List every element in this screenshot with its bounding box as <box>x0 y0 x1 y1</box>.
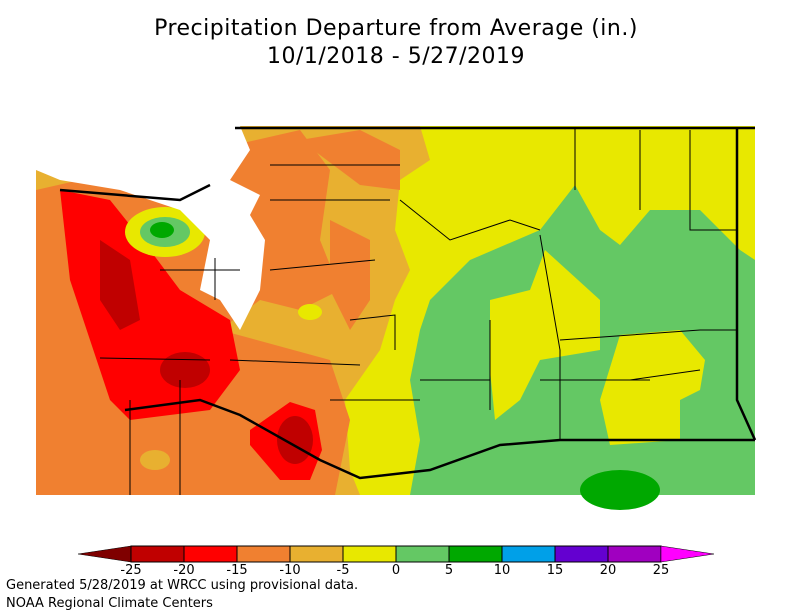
legend-bin-above-25 <box>660 545 715 563</box>
legend-tick: -20 <box>173 563 195 578</box>
legend-bin-below-minus25 <box>77 545 132 563</box>
date-range: 10/1/2018 - 5/27/2019 <box>266 44 526 69</box>
legend-tick: -25 <box>120 563 142 578</box>
legend-tick: -10 <box>279 563 301 578</box>
zone-minus15-central <box>330 220 370 330</box>
legend-tick: -15 <box>226 563 248 578</box>
generated-note: Generated 5/28/2019 at WRCC using provis… <box>6 578 359 593</box>
idaho-border <box>735 128 757 441</box>
legend-tick: -5 <box>336 563 350 578</box>
zone-minus5-spot <box>298 304 322 320</box>
legend-bin <box>448 545 503 563</box>
zone-plus10-se <box>580 470 660 510</box>
zone-minus10-spot <box>140 450 170 470</box>
county-lines <box>99 128 737 495</box>
zone-minus15-north <box>300 130 400 190</box>
legend-tick: 10 <box>493 563 511 578</box>
legend-bin <box>554 545 609 563</box>
legend-tick: 25 <box>652 563 670 578</box>
legend-bin <box>342 545 397 563</box>
legend-tick: 20 <box>599 563 617 578</box>
legend-tick: 15 <box>546 563 564 578</box>
zone-minus5-central <box>490 250 600 420</box>
puget-sound-water <box>36 126 265 330</box>
legend-bin <box>183 545 238 563</box>
zone-minus5-se <box>600 330 705 445</box>
strait-border <box>59 183 211 202</box>
source-credit: NOAA Regional Climate Centers <box>6 596 213 611</box>
legend-tick: 5 <box>444 563 454 578</box>
chart-title: Precipitation Departure from Average (in… <box>154 16 638 41</box>
legend-bin <box>289 545 344 563</box>
precipitation-map <box>36 126 757 510</box>
legend-bin <box>130 545 185 563</box>
legend-bin <box>236 545 291 563</box>
zone-minus25-coast-north <box>100 240 140 330</box>
legend-bin <box>607 545 662 563</box>
legend-bin <box>501 545 556 563</box>
zone-minus25-coast-south <box>160 352 210 388</box>
legend-tick: 0 <box>391 563 401 578</box>
oregon-border <box>124 398 755 480</box>
zone-plus10-olympic <box>150 222 174 238</box>
legend-bin <box>395 545 450 563</box>
